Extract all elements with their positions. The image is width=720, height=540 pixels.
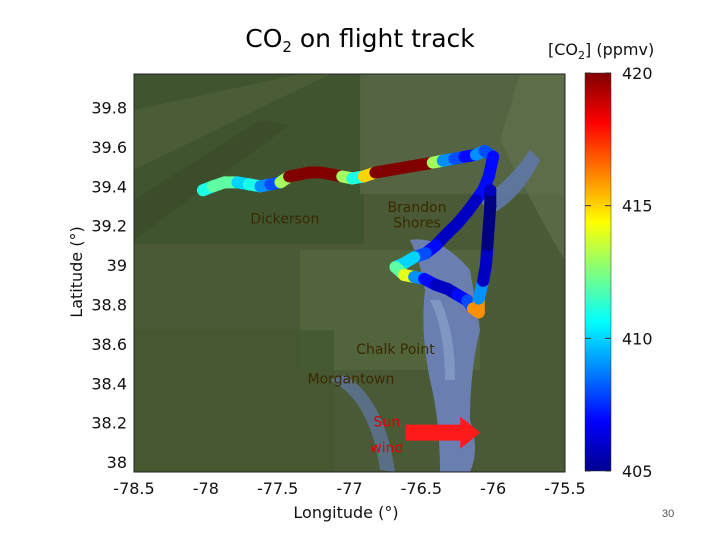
annotation-label: Shores xyxy=(393,216,441,232)
colorbar-title: [CO2] (ppmv) xyxy=(548,40,654,62)
annotation-label: Dickerson xyxy=(250,212,319,228)
y-tick-label: 38.6 xyxy=(91,335,127,354)
annotation-label: Brandon xyxy=(387,200,446,216)
colorbar-tick-label: 410 xyxy=(622,329,653,348)
slide-number: 30 xyxy=(662,508,675,520)
plot-frame xyxy=(133,73,566,473)
y-tick-label: 39.8 xyxy=(91,98,127,117)
flight-track xyxy=(196,144,500,319)
y-axis: 39.8 39.6 39.4 39.2 39 38.8 38.6 38.4 38.2 38 xyxy=(91,98,127,472)
annotation-label: Sun xyxy=(374,415,401,431)
chart-title: CO2 on flight track xyxy=(200,24,520,56)
y-tick-label: 38.4 xyxy=(91,374,127,393)
title-subscript: 2 xyxy=(282,38,292,56)
x-tick-label: -78 xyxy=(193,479,219,498)
y-tick-label: 39.4 xyxy=(91,177,127,196)
colorbar-tick-label: 415 xyxy=(622,197,653,216)
x-axis-label: Longitude (°) xyxy=(293,503,398,522)
colorbar-tick-label: 405 xyxy=(622,462,653,481)
y-tick-label: 39.2 xyxy=(91,217,127,236)
colorbar xyxy=(584,72,612,472)
colorbar-title-pre: [CO xyxy=(548,40,579,59)
x-tick-label: -77 xyxy=(336,479,362,498)
y-tick-label: 38.8 xyxy=(91,296,127,315)
y-tick-label: 38 xyxy=(107,453,127,472)
satellite-map-background xyxy=(134,74,565,472)
wind-arrow xyxy=(405,416,481,449)
annotation-label: wind xyxy=(370,440,403,456)
x-tick-label: -75.5 xyxy=(544,479,585,498)
data-point xyxy=(484,184,497,197)
colorbar-title-post: ] (ppmv) xyxy=(585,40,655,59)
x-tick-label: -76 xyxy=(480,479,506,498)
y-tick-label: 38.2 xyxy=(91,414,127,433)
colorbar-tick-label: 420 xyxy=(622,64,653,83)
annotation-label: Morgantown xyxy=(307,371,394,387)
x-tick-label: -76.5 xyxy=(401,479,442,498)
x-tick-label: -78.5 xyxy=(113,479,154,498)
colorbar-title-subscript: 2 xyxy=(578,49,586,62)
y-axis-label: Latitude (°) xyxy=(67,226,86,317)
x-tick-label: -77.5 xyxy=(257,479,298,498)
title-main: CO xyxy=(245,24,283,53)
title-rest: on flight track xyxy=(291,24,475,53)
y-tick-label: 39.6 xyxy=(91,138,127,157)
x-axis: -78.5 -78 -77.5 -77 -76.5 -76 -75.5 xyxy=(113,479,585,498)
y-tick-label: 39 xyxy=(107,256,127,275)
colorbar-ticks: 420 415 410 405 xyxy=(585,64,653,481)
annotation-label: Chalk Point xyxy=(356,342,435,358)
